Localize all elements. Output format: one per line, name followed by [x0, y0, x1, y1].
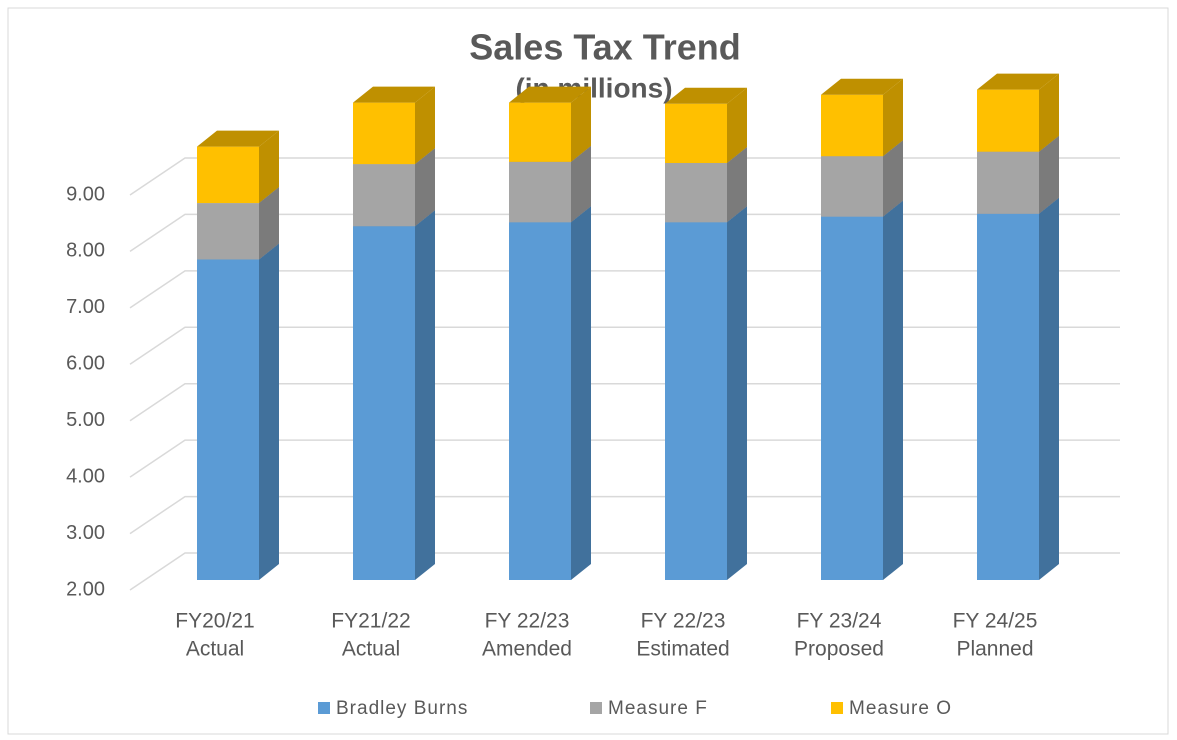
legend-label: Measure F: [608, 698, 708, 719]
bar-side: [571, 86, 591, 162]
x-tick-label: FY20/21: [175, 610, 254, 633]
y-tick-label: 3.00: [66, 522, 105, 544]
bar-side: [571, 145, 591, 223]
x-tick-label: Actual: [186, 638, 244, 661]
grid-line: [129, 270, 1120, 309]
y-tick-label: 2.00: [66, 578, 105, 600]
bar-side: [883, 140, 903, 217]
x-tick-label: Planned: [956, 638, 1033, 661]
bar-side: [727, 146, 747, 223]
y-tick-label: 9.00: [66, 183, 105, 205]
bar: [821, 94, 883, 157]
bar-side: [1039, 73, 1059, 152]
x-tick-label: FY 23/24: [797, 610, 882, 633]
bar-side: [883, 200, 903, 580]
bar-top: [509, 86, 591, 103]
bar: [821, 156, 883, 217]
bar: [977, 151, 1039, 214]
x-tick-label: Actual: [342, 638, 400, 661]
x-tick-label: Estimated: [636, 638, 729, 661]
y-tick-label: 4.00: [66, 465, 105, 487]
bar: [977, 213, 1039, 580]
grid-line: [129, 213, 1120, 253]
bar-top: [665, 87, 747, 104]
bar-side: [415, 148, 435, 227]
bar-side: [727, 87, 747, 163]
bar: [353, 102, 415, 165]
legend-swatch: [590, 702, 602, 714]
legend-label: Bradley Burns: [336, 698, 468, 719]
bar: [197, 203, 259, 260]
bar-side: [571, 206, 591, 580]
bar: [665, 162, 727, 223]
bar-side: [259, 130, 279, 204]
bar-side: [727, 206, 747, 580]
legend-swatch: [318, 702, 330, 714]
bar-side: [259, 187, 279, 260]
x-tick-label: FY 22/23: [485, 610, 570, 633]
grid-line: [129, 552, 1120, 591]
bar-side: [1039, 197, 1059, 580]
x-tick-label: FY 24/25: [953, 610, 1038, 633]
y-tick-label: 7.00: [66, 296, 105, 318]
grid-line: [129, 439, 1120, 478]
bar: [821, 216, 883, 580]
bar: [977, 89, 1039, 152]
grid-line: [129, 326, 1120, 365]
bar: [353, 226, 415, 580]
legend-label: Measure O: [849, 698, 952, 719]
bar-side: [415, 210, 435, 580]
y-tick-label: 5.00: [66, 409, 105, 431]
chart-title: Sales Tax Trend: [469, 27, 740, 68]
x-tick-label: Proposed: [794, 638, 884, 661]
x-tick-label: FY21/22: [331, 610, 410, 633]
legend-swatch: [831, 702, 843, 714]
bar-top: [821, 78, 903, 95]
bar-top: [353, 86, 435, 103]
grid-line: [129, 157, 1120, 196]
bar-side: [1039, 135, 1059, 214]
y-tick-label: 6.00: [66, 353, 105, 375]
bar: [509, 161, 571, 223]
bar-side: [415, 86, 435, 165]
bar-side: [259, 243, 279, 580]
bar: [197, 146, 259, 204]
y-tick-label: 8.00: [66, 240, 105, 262]
bar: [665, 222, 727, 580]
bar-side: [883, 78, 903, 157]
bar: [665, 103, 727, 163]
x-tick-label: FY 22/23: [641, 610, 726, 633]
bar: [509, 102, 571, 162]
bar: [197, 259, 259, 580]
grid-line: [129, 495, 1120, 535]
bar: [509, 222, 571, 580]
grid-line: [129, 382, 1120, 422]
bar: [353, 164, 415, 227]
bar-top: [977, 73, 1059, 90]
x-tick-label: Amended: [482, 638, 572, 661]
bar-top: [197, 130, 279, 147]
